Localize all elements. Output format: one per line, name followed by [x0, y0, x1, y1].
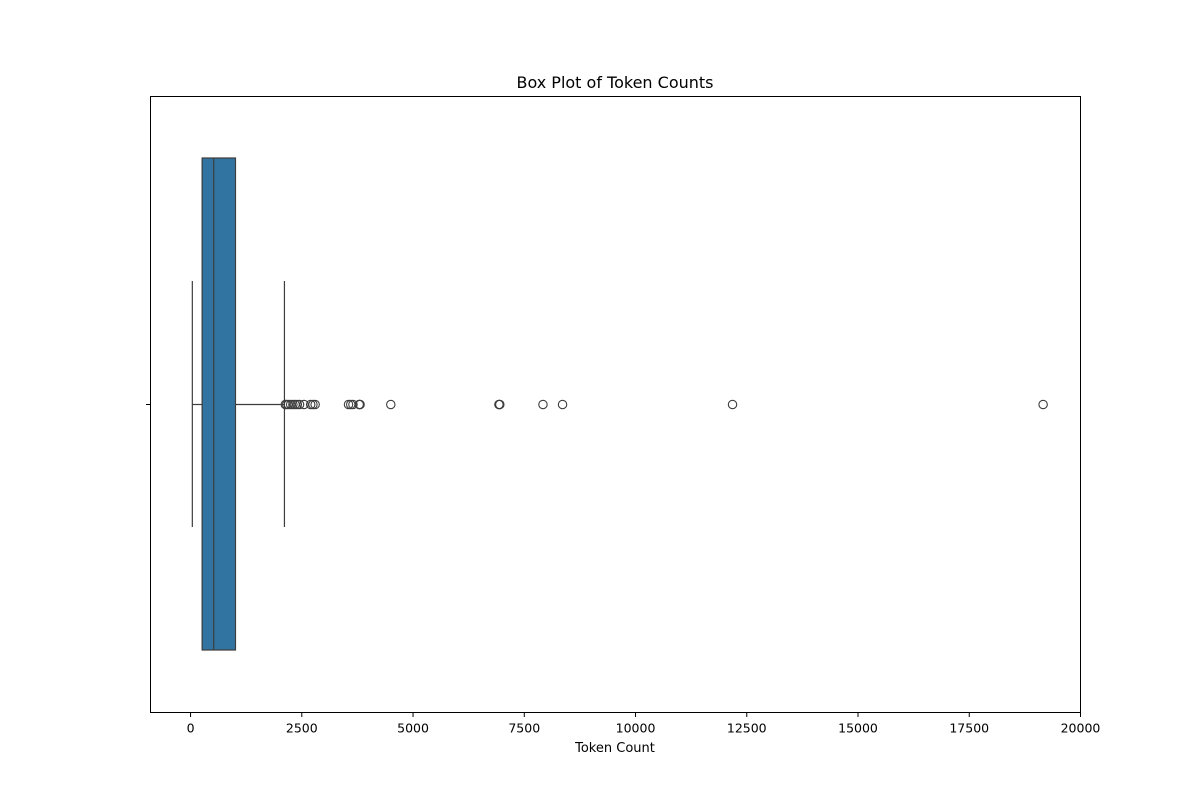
- x-tick-label: 20000: [1061, 721, 1101, 736]
- outlier-point: [288, 399, 298, 410]
- outlier-point: [310, 399, 320, 410]
- outlier-point: [1038, 399, 1048, 410]
- x-tick-label: 17500: [949, 721, 989, 736]
- outlier-point: [343, 399, 354, 410]
- outlier-point: [292, 399, 303, 410]
- plot-layer: [191, 157, 1048, 651]
- x-tick-label: 12500: [727, 721, 767, 736]
- x-axis-ticks: 0 2500 5000 7500 10000 12500 15000 17500 20000: [187, 712, 1101, 736]
- x-tick-label: 7500: [508, 721, 540, 736]
- x-tick-label: 10000: [616, 721, 656, 736]
- outlier-point: [308, 399, 318, 410]
- x-tick-label: 2500: [286, 721, 318, 736]
- x-tick-label: 0: [187, 721, 195, 736]
- outlier-point: [355, 399, 365, 410]
- outlier-point: [386, 399, 396, 410]
- outlier-point: [495, 399, 505, 410]
- x-tick-label: 15000: [838, 721, 878, 736]
- outlier-point: [305, 399, 316, 410]
- chart-title: Box Plot of Token Counts: [516, 73, 713, 92]
- x-axis-label: Token Count: [574, 741, 655, 756]
- iqr-box: [201, 157, 237, 651]
- outlier-point: [538, 399, 548, 410]
- outlier-point: [348, 399, 358, 410]
- outlier-point: [557, 399, 568, 410]
- outlier-point: [294, 399, 305, 410]
- x-tick-label: 5000: [397, 721, 429, 736]
- outlier-point: [727, 399, 738, 410]
